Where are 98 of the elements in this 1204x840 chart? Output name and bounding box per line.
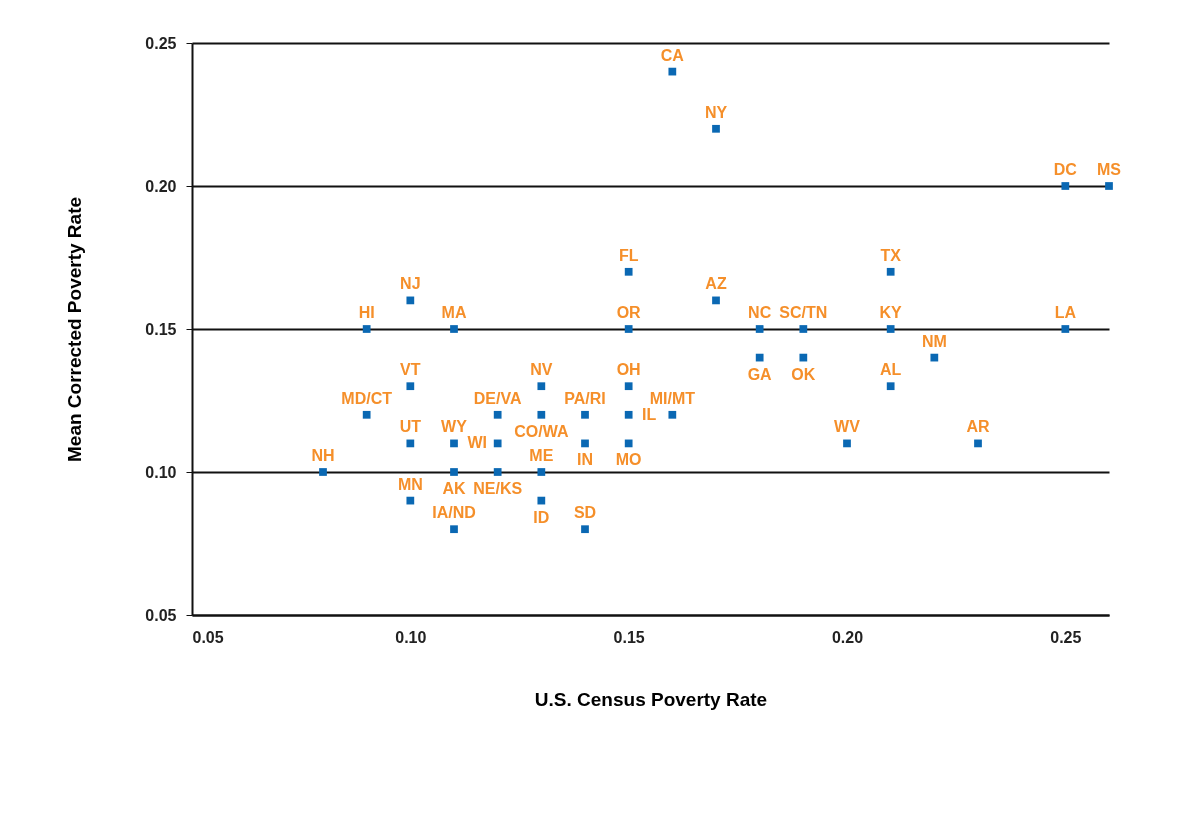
series-label: KY (879, 304, 903, 321)
series-label: VT (400, 361, 421, 379)
y-tick-label: 0.15 (145, 320, 177, 338)
point (668, 410, 677, 419)
point (930, 353, 939, 362)
point (624, 382, 633, 391)
series-label: WY (441, 418, 468, 436)
point (450, 439, 458, 448)
series-label: WV (834, 418, 861, 436)
series-label: MN (397, 475, 423, 493)
point (406, 296, 415, 305)
point (450, 468, 458, 476)
point (581, 439, 589, 448)
point (581, 410, 589, 419)
point (537, 410, 546, 419)
point (712, 296, 720, 305)
series-label: MO (615, 451, 642, 469)
y-tick-label: 0.05 (145, 606, 177, 624)
point (406, 439, 415, 448)
x-tick-label: 0.10 (395, 628, 427, 646)
point (362, 325, 371, 333)
series-label: NE/KS (473, 480, 523, 497)
series-label: SD (573, 504, 597, 522)
series-label: DE/VA (473, 389, 522, 407)
series-label: AZ (705, 275, 727, 293)
series-label: AR (966, 418, 990, 436)
series-label: IA/ND (432, 504, 476, 522)
series-label: NC (748, 304, 772, 321)
series-label: UT (399, 418, 422, 436)
point (886, 267, 895, 276)
series-label: OR (616, 304, 642, 321)
series-label: ME (529, 447, 554, 464)
series-label: ID (533, 508, 550, 526)
point (843, 439, 851, 448)
point (1105, 182, 1113, 190)
x-axis-title: U.S. Census Poverty Rate (534, 688, 768, 710)
series-label: OK (791, 365, 816, 383)
series-label: DC (1053, 161, 1078, 178)
series-label: AK (442, 480, 466, 497)
point (712, 124, 720, 133)
x-tick-label: 0.20 (831, 628, 864, 646)
series-label: MS (1097, 161, 1122, 178)
series-label: NM (921, 332, 947, 350)
series-label: LA (1054, 304, 1077, 321)
point (319, 468, 327, 476)
point (799, 353, 808, 362)
point (537, 496, 546, 505)
series-label: WI (467, 434, 487, 452)
series-label: GA (747, 365, 773, 383)
y-axis-title: Mean Corrected Poverty Rate (64, 196, 86, 463)
series-label: FL (618, 246, 639, 264)
point (799, 325, 808, 333)
point (450, 325, 458, 333)
point (624, 267, 633, 276)
series-label: OH (616, 361, 641, 379)
point (406, 382, 415, 391)
point (1061, 182, 1070, 190)
y-tick-label: 0.10 (145, 463, 177, 481)
series-label: AL (880, 361, 902, 379)
series-label: MA (441, 304, 467, 321)
point (581, 525, 589, 534)
point (755, 353, 764, 362)
point (1061, 325, 1070, 333)
point (537, 382, 546, 391)
point (493, 410, 502, 419)
series-label: NY (704, 103, 728, 121)
series-label: PA/RI (564, 389, 606, 407)
series-label: NV (530, 361, 553, 379)
point (537, 468, 546, 476)
series-label: HI (358, 304, 375, 321)
point (886, 382, 895, 391)
x-tick-label: 0.15 (613, 628, 645, 646)
series-label: MD/CT (341, 389, 393, 407)
series-label: NH (311, 447, 335, 464)
series-label: SC/TN (779, 304, 828, 321)
series-label: CA (660, 46, 685, 64)
series-label: IN (577, 451, 593, 469)
point (886, 325, 895, 333)
point (668, 67, 677, 76)
point (406, 496, 415, 505)
y-tick-label: 0.25 (145, 34, 177, 52)
point (624, 439, 633, 448)
point (974, 439, 982, 448)
series-label: MI/MT (649, 389, 696, 407)
point (624, 410, 633, 419)
series-label: CO/WA (514, 422, 569, 440)
point (493, 439, 502, 448)
point (362, 410, 371, 419)
x-tick-label: 0.25 (1050, 628, 1082, 646)
series-label: NJ (400, 275, 421, 293)
point (624, 325, 633, 333)
point (755, 325, 764, 333)
series-label: IL (642, 405, 657, 423)
x-tick-label: 0.05 (192, 628, 224, 646)
series-label: TX (880, 246, 902, 264)
point (450, 525, 458, 534)
point (493, 468, 502, 476)
y-tick-label: 0.20 (145, 177, 177, 195)
